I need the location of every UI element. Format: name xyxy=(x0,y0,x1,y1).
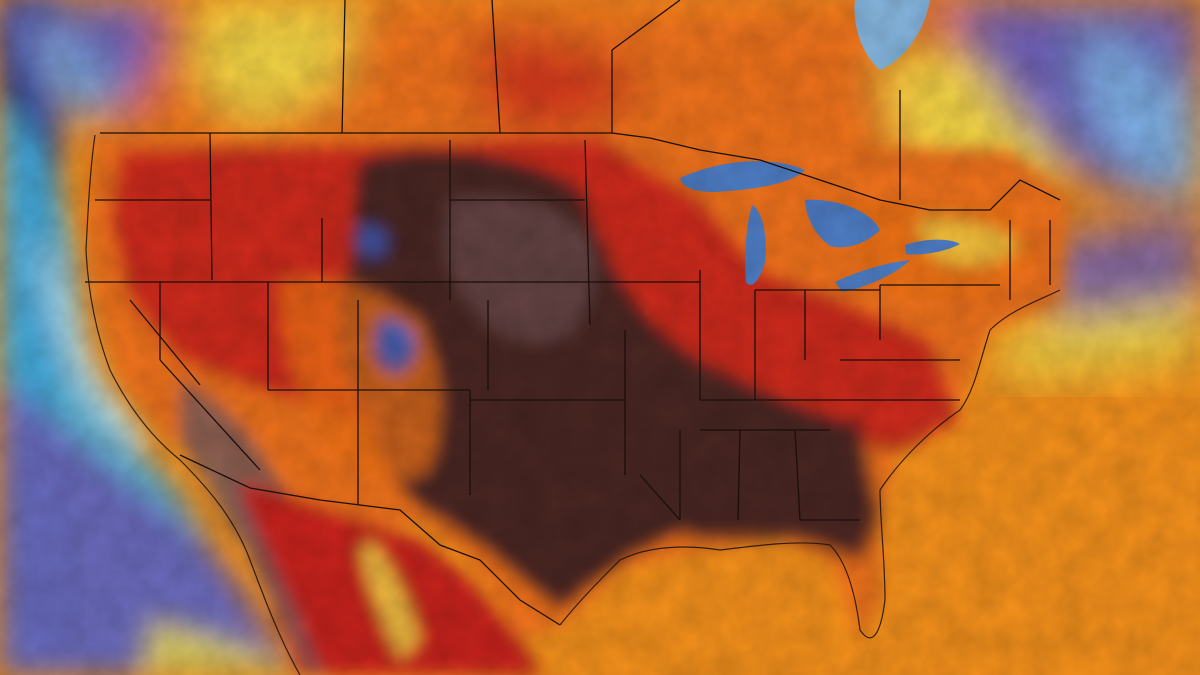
canada-provincial-4 xyxy=(611,0,681,51)
canada-provincial-1 xyxy=(341,0,346,134)
pacific-coastline xyxy=(85,134,301,675)
atlantic-coastline xyxy=(879,289,1061,491)
state-line-34 xyxy=(159,359,261,471)
state-line-21 xyxy=(794,429,801,521)
state-line-7 xyxy=(584,139,591,326)
coastlines xyxy=(85,134,1061,675)
political-borders xyxy=(85,0,1061,626)
state-line-18 xyxy=(639,474,681,521)
gulf-coastline xyxy=(559,489,886,639)
canada-provincial-2 xyxy=(491,0,501,134)
state-line-20 xyxy=(737,429,741,521)
state-line-32 xyxy=(129,299,201,386)
us-mexico-border xyxy=(179,454,561,626)
us-canada-border xyxy=(100,132,1061,211)
state-line-1 xyxy=(209,132,213,281)
